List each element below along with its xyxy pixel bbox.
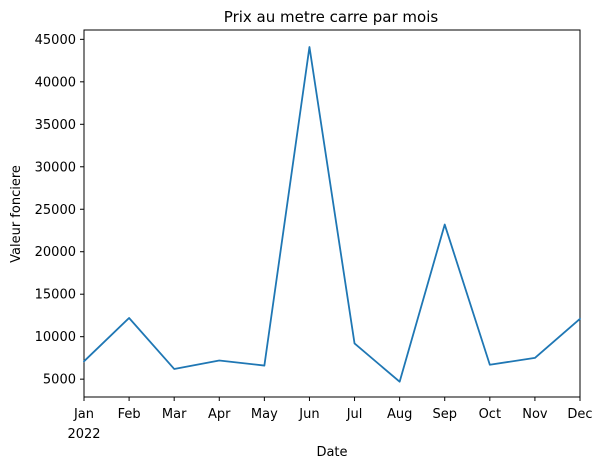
x-tick-label: Jul <box>346 407 363 422</box>
x-tick-label: May <box>251 407 278 422</box>
y-tick-label: 10000 <box>35 330 76 345</box>
x-tick-label: Jun <box>298 407 319 422</box>
x-tick-label: Nov <box>522 407 548 422</box>
y-tick-label: 15000 <box>35 288 76 303</box>
data-point <box>217 358 221 362</box>
data-point <box>172 367 176 371</box>
chart-title: Prix au metre carre par mois <box>224 8 439 26</box>
data-point <box>488 363 492 367</box>
x-axis-title: Date <box>316 445 347 460</box>
data-point <box>127 316 131 320</box>
x-tick-label: Jan <box>73 407 94 422</box>
series-line <box>83 46 581 383</box>
y-tick-label: 40000 <box>35 75 76 90</box>
y-axis-ticks: 5000 10000 15000 20000 25000 30000 35000 40000 4… <box>35 33 84 388</box>
data-point <box>307 45 311 49</box>
y-tick-label: 30000 <box>35 160 76 175</box>
data-point <box>533 356 537 360</box>
x-tick-label: Sep <box>432 407 457 422</box>
y-tick-label: 20000 <box>35 245 76 260</box>
x-tick-label: Aug <box>387 407 412 422</box>
x-axis-ticks: Jan Feb Mar Apr May Jun Jul Aug Sep Oct Nov Dec <box>73 397 593 422</box>
x-tick-label: Oct <box>479 407 501 422</box>
y-tick-label: 5000 <box>43 373 76 388</box>
data-point <box>352 341 356 345</box>
data-point <box>443 222 447 226</box>
y-tick-label: 35000 <box>35 118 76 133</box>
plot-area <box>83 29 581 398</box>
x-tick-label: Mar <box>162 407 187 422</box>
data-point <box>82 359 86 363</box>
x-year-label: 2022 <box>67 427 100 442</box>
x-tick-label: Dec <box>567 407 592 422</box>
y-tick-label: 45000 <box>35 33 76 48</box>
x-tick-label: Feb <box>118 407 141 422</box>
series-layer <box>82 45 582 384</box>
data-point <box>578 317 582 321</box>
y-tick-label: 25000 <box>35 203 76 218</box>
data-point <box>397 380 401 384</box>
plot-frame <box>83 29 581 398</box>
x-tick-label: Apr <box>208 407 231 422</box>
y-axis-title: Valeur fonciere <box>9 165 24 263</box>
data-point <box>262 363 266 367</box>
